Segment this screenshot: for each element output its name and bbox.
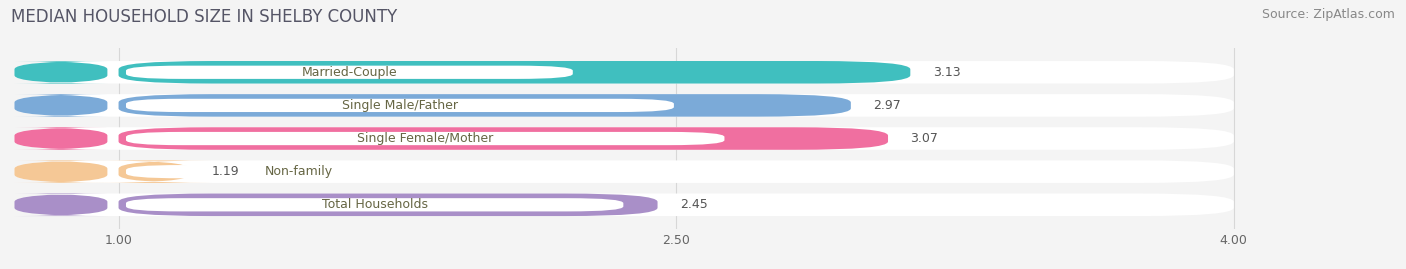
FancyBboxPatch shape [14, 61, 107, 84]
FancyBboxPatch shape [14, 61, 1233, 84]
FancyBboxPatch shape [14, 160, 1233, 183]
Text: 2.45: 2.45 [681, 198, 707, 211]
Text: 1.19: 1.19 [211, 165, 239, 178]
FancyBboxPatch shape [118, 94, 851, 117]
FancyBboxPatch shape [14, 94, 107, 117]
FancyBboxPatch shape [14, 193, 107, 216]
Text: Total Households: Total Households [322, 198, 427, 211]
Text: Single Male/Father: Single Male/Father [342, 99, 458, 112]
FancyBboxPatch shape [127, 132, 724, 145]
FancyBboxPatch shape [118, 193, 658, 216]
FancyBboxPatch shape [14, 94, 1233, 117]
Text: 3.13: 3.13 [932, 66, 960, 79]
FancyBboxPatch shape [127, 66, 572, 79]
FancyBboxPatch shape [118, 127, 889, 150]
Text: Married-Couple: Married-Couple [301, 66, 398, 79]
FancyBboxPatch shape [118, 61, 910, 84]
FancyBboxPatch shape [127, 99, 673, 112]
Text: MEDIAN HOUSEHOLD SIZE IN SHELBY COUNTY: MEDIAN HOUSEHOLD SIZE IN SHELBY COUNTY [11, 8, 398, 26]
FancyBboxPatch shape [14, 160, 107, 183]
FancyBboxPatch shape [14, 127, 1233, 150]
Text: Single Female/Mother: Single Female/Mother [357, 132, 494, 145]
FancyBboxPatch shape [96, 160, 211, 183]
Text: Non-family: Non-family [264, 165, 333, 178]
Text: 3.07: 3.07 [910, 132, 938, 145]
FancyBboxPatch shape [14, 193, 1233, 216]
FancyBboxPatch shape [14, 127, 107, 150]
FancyBboxPatch shape [127, 198, 623, 211]
Text: Source: ZipAtlas.com: Source: ZipAtlas.com [1261, 8, 1395, 21]
Text: 2.97: 2.97 [873, 99, 901, 112]
FancyBboxPatch shape [127, 165, 471, 178]
